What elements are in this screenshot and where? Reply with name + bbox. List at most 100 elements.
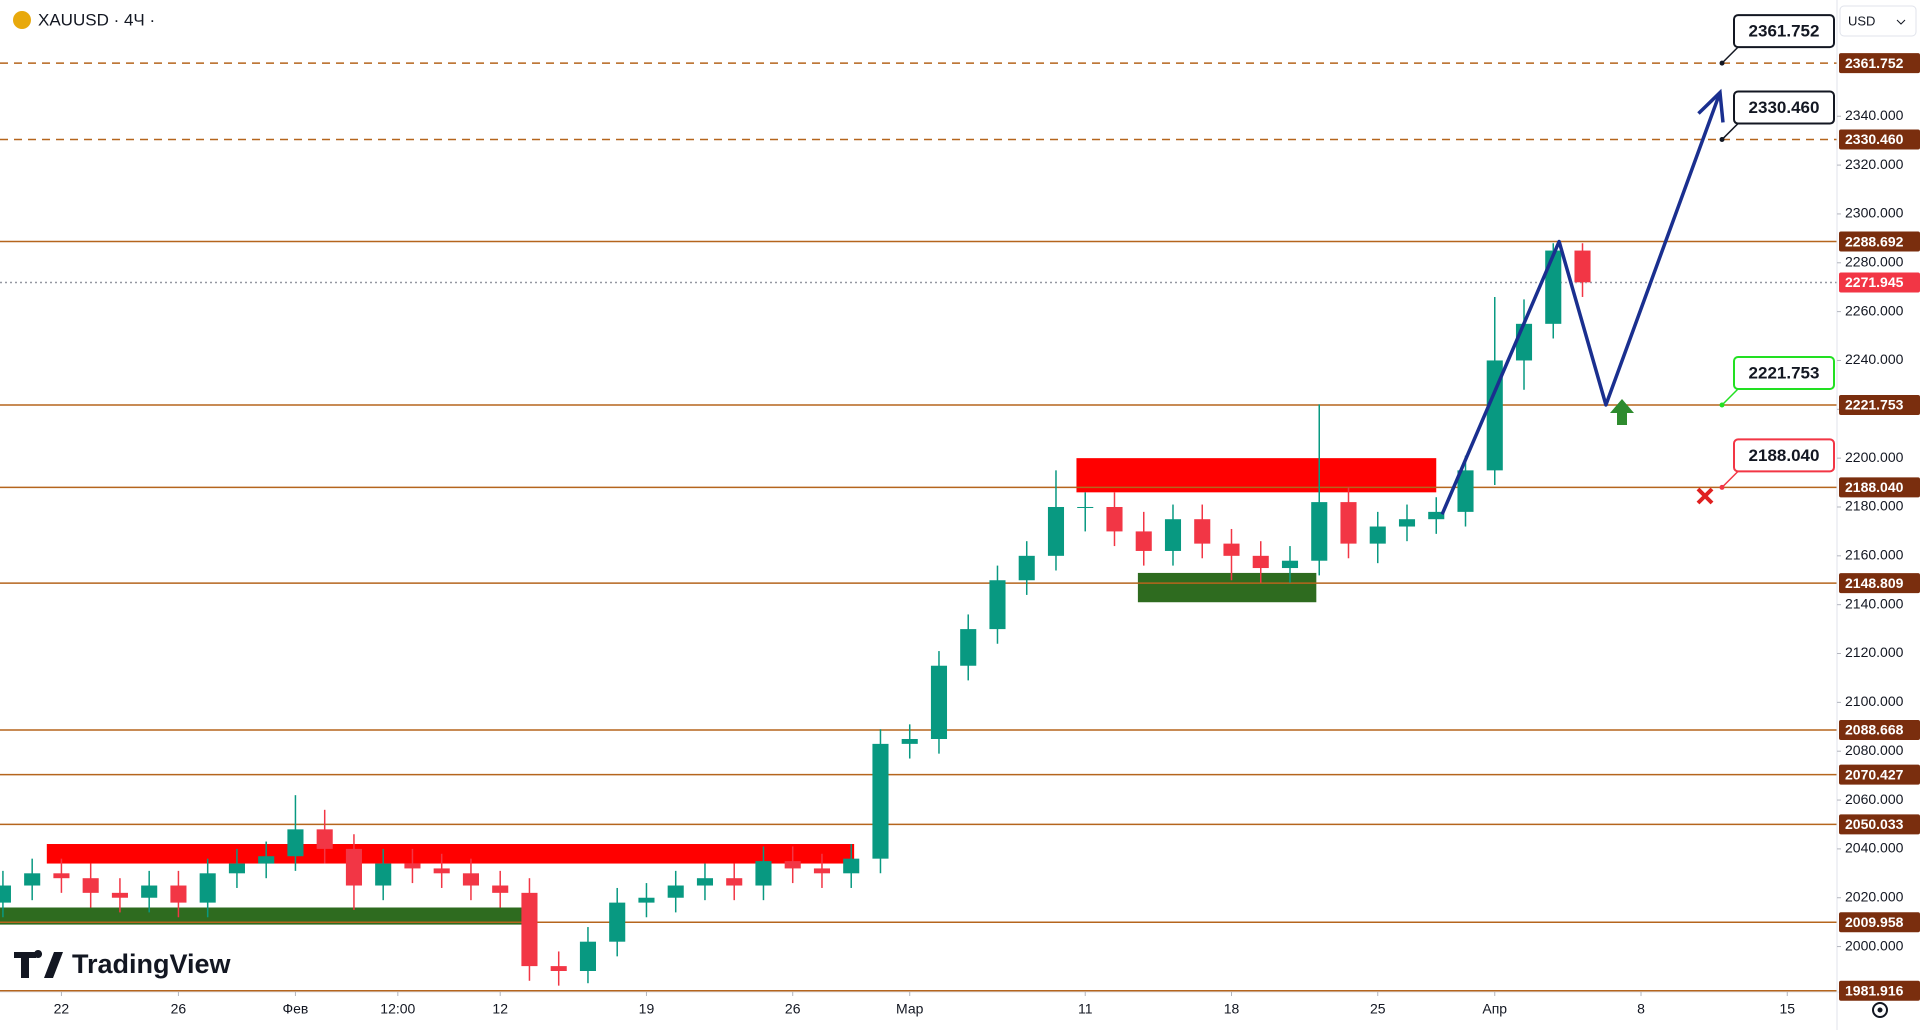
x-tick-label: 22	[54, 1001, 70, 1017]
candle-body	[404, 863, 421, 869]
x-tick-label: Фев	[283, 1001, 309, 1017]
price-tag	[1839, 272, 1920, 293]
candle-body	[1457, 470, 1474, 512]
price-tag	[1839, 764, 1920, 785]
candle-body	[1340, 502, 1357, 544]
callout-label: 2188.040	[1749, 446, 1820, 465]
y-tick-label: 2240.000	[1845, 351, 1904, 367]
candle-body	[111, 892, 128, 898]
price-tag-label: 2070.427	[1845, 766, 1904, 782]
price-tag	[1839, 573, 1920, 594]
candle-body	[726, 878, 743, 886]
currency-box[interactable]	[1839, 5, 1917, 37]
price-tag-label: 2361.752	[1845, 55, 1904, 71]
symbol-icon	[13, 11, 31, 29]
symbol-title: XAUUSD · 4Ч ·	[38, 10, 155, 29]
candle-body	[843, 858, 860, 874]
callout-leader	[1721, 123, 1739, 141]
price-tag-label: 2288.692	[1845, 233, 1904, 249]
candle-body	[170, 885, 187, 903]
x-tick-label: 8	[1637, 1001, 1645, 1017]
currency-selector[interactable]: USD	[1839, 5, 1917, 37]
callout-label: 2330.460	[1749, 98, 1820, 117]
candle-body	[375, 863, 392, 886]
candle-body	[24, 873, 41, 886]
callout-box	[1733, 356, 1835, 391]
price-tag-label: 2009.958	[1845, 914, 1904, 930]
x-tick-label: 12:00	[380, 1001, 415, 1017]
candle-body	[930, 665, 948, 739]
candle-body	[960, 629, 977, 666]
candle-body	[1311, 502, 1328, 561]
candle-body	[784, 861, 801, 869]
x-tick-label: 11	[1078, 1001, 1093, 1017]
price-tag	[1839, 980, 1920, 1001]
candle-body	[1574, 250, 1591, 283]
candle-body	[199, 873, 216, 903]
callout-leader	[1721, 470, 1739, 488]
callout-leader	[1721, 46, 1739, 64]
candle-body	[1545, 250, 1562, 324]
x-tick-label: 26	[785, 1001, 801, 1017]
y-tick-label: 2140.000	[1845, 595, 1904, 611]
candle-body	[755, 861, 772, 886]
candle-body	[345, 848, 362, 886]
price-tag-label: 1981.916	[1845, 982, 1904, 998]
x-tick-label: 15	[1779, 1001, 1795, 1017]
candle-body	[1018, 555, 1035, 581]
price-tag	[1839, 477, 1920, 498]
callout-label: 2221.753	[1749, 364, 1820, 383]
x-tick-label: 25	[1370, 1001, 1386, 1017]
y-tick-label: 2020.000	[1845, 888, 1904, 904]
candle-body	[1281, 560, 1299, 569]
candle-body	[258, 856, 275, 864]
watermark: TradingView	[72, 949, 232, 979]
candle-body	[1486, 360, 1503, 471]
x-tick-label: Мар	[896, 1001, 924, 1017]
callout-box	[1733, 90, 1835, 125]
x-tick-label: 26	[171, 1001, 187, 1017]
price-tag	[1839, 912, 1920, 933]
y-tick-label: 2060.000	[1845, 791, 1904, 807]
y-tick-label: 2120.000	[1845, 644, 1904, 660]
candle-body	[462, 873, 479, 886]
price-tag-label: 2088.668	[1845, 722, 1904, 738]
callout-box	[1733, 14, 1835, 49]
tradingview-logo: TradingView	[14, 949, 232, 979]
candle-body	[492, 885, 509, 893]
candle-body	[1515, 323, 1533, 361]
projection-arrowhead	[1697, 88, 1725, 123]
x-tick-label: 12	[492, 1001, 508, 1017]
currency-label[interactable]: USD	[1848, 13, 1875, 28]
candle-body	[1077, 506, 1094, 508]
settings-button[interactable]	[1872, 1002, 1888, 1018]
stop-cross	[1696, 487, 1714, 505]
zone	[0, 907, 527, 925]
x-tick-label: 19	[639, 1001, 655, 1017]
candle-body	[53, 873, 70, 879]
y-tick-label: 2040.000	[1845, 840, 1904, 856]
y-tick-label: 2160.000	[1845, 547, 1904, 563]
y-tick-label: 2180.000	[1845, 498, 1904, 514]
candle-body	[82, 878, 99, 893]
x-tick-label: 18	[1224, 1001, 1240, 1017]
candle-body	[287, 829, 304, 857]
candle-body	[1398, 519, 1416, 527]
callout-box	[1733, 438, 1835, 473]
y-tick-label: 2320.000	[1845, 156, 1904, 172]
price-tag-label: 2050.033	[1845, 816, 1904, 832]
projection-line	[1440, 91, 1722, 516]
settings-icon[interactable]	[1872, 1002, 1888, 1018]
candle-body	[638, 897, 655, 903]
price-tag	[1839, 53, 1920, 74]
y-tick-label: 2080.000	[1845, 742, 1904, 758]
candle-body	[1223, 543, 1240, 556]
candle-body	[1106, 506, 1123, 532]
candle-body	[433, 868, 450, 874]
candle-body	[0, 885, 11, 903]
candle-body	[141, 885, 158, 898]
zone	[46, 844, 855, 864]
price-tag	[1839, 814, 1920, 835]
